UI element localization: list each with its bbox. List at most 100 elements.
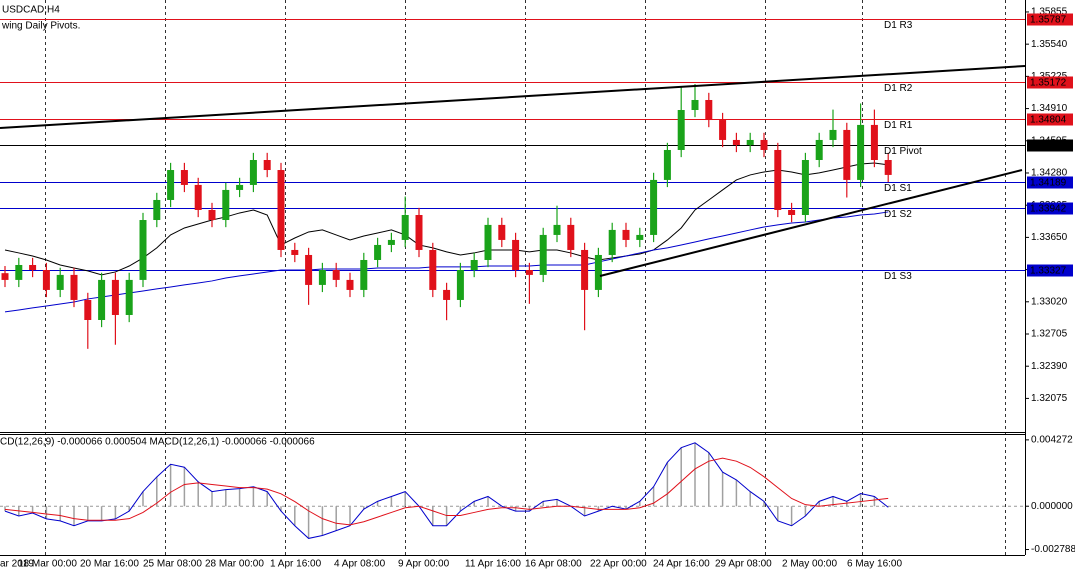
- x-tick-label: 16 Apr 08:00: [525, 559, 582, 570]
- candle-body: [153, 199, 161, 221]
- y-tick-label: 1.35855: [1031, 7, 1068, 18]
- pivot-price-box: [1027, 139, 1073, 152]
- y-tick-label: -0.002788: [1031, 544, 1075, 555]
- y-tick-label: 1.33650: [1031, 232, 1068, 243]
- x-tick-label: ar 2019: [0, 559, 34, 570]
- trend-line: [0, 65, 1026, 129]
- candle-body: [98, 279, 106, 320]
- pivot-name: D1 S3: [884, 271, 912, 282]
- candle-body: [70, 274, 78, 300]
- candle-body: [525, 270, 533, 275]
- candle-body: [553, 224, 561, 235]
- candle-body: [636, 234, 644, 240]
- candle-body: [111, 279, 119, 315]
- pivot-name: D1 R2: [884, 83, 913, 94]
- pivot-price-box: [1027, 76, 1073, 89]
- moving-average: [4, 162, 889, 276]
- pivot-name: D1 R3: [884, 20, 913, 31]
- candle-body: [691, 99, 699, 111]
- candle-body: [208, 209, 216, 221]
- candle-body: [470, 259, 478, 271]
- candle-body: [291, 249, 299, 255]
- macd-title: CD(12,26,9) -0.000066 0.000504 MACD(12,2…: [0, 437, 315, 448]
- candle-body: [663, 149, 671, 180]
- candle-body: [512, 239, 520, 271]
- trend-line: [599, 169, 1023, 277]
- x-tick-label: 24 Apr 16:00: [653, 559, 710, 570]
- candle-body: [346, 279, 354, 290]
- pivot-price-label: 1.35787: [1030, 15, 1067, 26]
- candle-body: [29, 264, 37, 271]
- pivot-price-label: 1.33327: [1030, 266, 1067, 277]
- candle-body: [305, 254, 313, 285]
- y-tick-label: 0.000000: [1031, 501, 1073, 512]
- candle-body: [277, 170, 285, 250]
- pivot-price-box: [1027, 202, 1073, 215]
- x-tick-label: 9 Apr 00:00: [398, 559, 450, 570]
- x-tick-label: 22 Apr 00:00: [590, 559, 647, 570]
- chart-title: USDCAD,H4: [2, 5, 60, 16]
- pivot-name: D1 S1: [884, 183, 912, 194]
- candle-body: [498, 224, 506, 240]
- pivot-name: D1 S2: [884, 209, 912, 220]
- candle-body: [42, 270, 50, 290]
- pivot-price-label: 1.34189: [1030, 178, 1067, 189]
- x-tick-label: 29 Apr 08:00: [715, 559, 772, 570]
- candle-body: [760, 139, 768, 150]
- candle-body: [829, 129, 837, 140]
- candle-body: [194, 184, 202, 210]
- candle-body: [415, 215, 423, 250]
- candle-body: [857, 124, 865, 180]
- candle-body: [332, 270, 340, 280]
- plot: [1, 84, 892, 539]
- macd-line: [4, 457, 889, 526]
- x-tick-label: 6 May 16:00: [847, 559, 902, 570]
- candle-body: [774, 149, 782, 210]
- candle-body: [484, 224, 492, 260]
- y-tick-label: 1.32705: [1031, 329, 1068, 340]
- x-tick-label: 2 May 00:00: [782, 559, 837, 570]
- candle-body: [705, 99, 713, 121]
- candle-body: [815, 139, 823, 160]
- candle-body: [608, 229, 616, 255]
- candle-body: [167, 170, 175, 200]
- candle-body: [429, 249, 437, 290]
- candle-body: [443, 289, 451, 300]
- candle-body: [884, 159, 892, 175]
- pivot-price-box: [1027, 264, 1073, 277]
- candle-body: [539, 234, 547, 275]
- pivot-name: D1 R1: [884, 120, 913, 131]
- y-tick-label: 1.32075: [1031, 393, 1068, 404]
- candle-body: [1, 273, 9, 280]
- candle-body: [732, 139, 740, 145]
- moving-average: [4, 211, 889, 313]
- candle-body: [622, 229, 630, 240]
- candle-body: [180, 170, 188, 185]
- candle-body: [801, 159, 809, 215]
- x-tick-label: 1 Apr 16:00: [270, 559, 322, 570]
- pivot-price-box: [1027, 13, 1073, 26]
- pivot-price-label: 1.34557: [1030, 141, 1067, 152]
- candle-body: [567, 224, 575, 250]
- candle-body: [249, 159, 257, 185]
- candle-body: [401, 215, 409, 240]
- y-tick-label: 1.35540: [1031, 39, 1068, 50]
- candle-body: [650, 179, 658, 235]
- candle-body: [15, 264, 23, 280]
- candle-body: [236, 184, 244, 190]
- x-tick-label: 25 Mar 08:00: [143, 559, 202, 570]
- candle-body: [139, 220, 147, 280]
- candle-body: [677, 110, 685, 150]
- candle-body: [125, 279, 133, 315]
- y-tick-label: 1.33020: [1031, 296, 1068, 307]
- candle-body: [374, 244, 382, 260]
- candle-body: [56, 274, 64, 290]
- pivot-price-box: [1027, 113, 1073, 126]
- candle-body: [456, 270, 464, 300]
- candle-body: [594, 254, 602, 290]
- x-tick-label: 28 Mar 00:00: [205, 559, 264, 570]
- candle-body: [719, 120, 727, 140]
- candle-body: [843, 129, 851, 180]
